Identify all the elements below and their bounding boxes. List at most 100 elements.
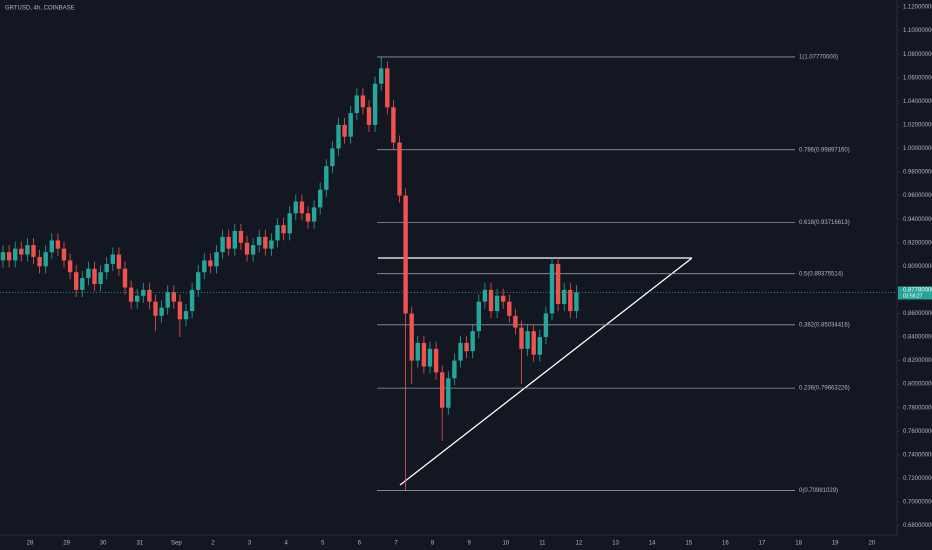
candle-body (177, 301, 183, 320)
candle-body (519, 327, 524, 349)
candle-body (257, 236, 262, 246)
candle-body (196, 272, 201, 290)
x-tick-label: 17 (759, 541, 766, 547)
x-tick-label: 19 (832, 541, 839, 547)
candle-body (543, 313, 549, 338)
candle-body (379, 68, 384, 84)
candle-body (183, 311, 189, 320)
candle-body (318, 189, 323, 208)
candle-body (6, 252, 12, 261)
x-tick-label: 2 (211, 541, 215, 547)
candle-body (31, 245, 36, 257)
candle-body (470, 331, 475, 352)
candle-body (360, 95, 366, 108)
candle-body (427, 348, 433, 367)
candle-body (440, 372, 445, 408)
x-tick-label: 12 (576, 541, 583, 547)
fib-label: 0.5(0.89375514) (799, 271, 843, 277)
x-tick-label: 15 (685, 541, 692, 547)
y-tick-label: 1.06000000 (903, 75, 932, 81)
y-tick-label: 0.78000000 (903, 405, 932, 411)
candle-body (305, 213, 311, 222)
y-tick-label: 0.74000000 (903, 452, 932, 458)
candle-body (104, 263, 109, 273)
candle-body (293, 201, 298, 214)
chart-title: GRTUSD, 4h, COINBASE (5, 6, 75, 12)
candle-body (507, 301, 512, 316)
candle-body (92, 268, 97, 284)
candle-body (263, 236, 268, 249)
candle-body (269, 240, 274, 249)
candle-body (80, 278, 85, 290)
x-tick-label: 13 (612, 541, 619, 547)
candle-body (98, 272, 103, 284)
candle-body (281, 225, 286, 234)
candle-body (25, 245, 30, 255)
x-tick-label: 18 (795, 541, 802, 547)
candle-body (122, 268, 128, 288)
candle-body (153, 301, 158, 316)
candle-body (244, 242, 250, 255)
candle-body (397, 142, 402, 196)
candle-body (13, 248, 18, 261)
y-tick-label: 1.08000000 (903, 52, 932, 58)
candle-body (458, 342, 463, 361)
candle-body (342, 124, 347, 137)
candle-body (549, 263, 555, 314)
y-tick-label: 0.96000000 (903, 193, 932, 199)
y-tick-label: 1.02000000 (903, 122, 932, 128)
x-tick-label: 16 (722, 541, 729, 547)
candle-body (488, 289, 494, 312)
candle-body (421, 342, 427, 367)
fib-label: 0.618(0.93716613) (799, 220, 850, 226)
candle-body (568, 289, 573, 312)
candle-body (348, 113, 353, 137)
candle-body (135, 295, 140, 302)
candle-body (61, 248, 67, 261)
candle-body (531, 331, 536, 355)
candle-body (67, 260, 73, 273)
y-tick-label: 1.12000000 (903, 5, 932, 11)
x-tick-label: 30 (100, 541, 107, 547)
candle-body (55, 240, 61, 249)
x-tick-label: Sep (171, 541, 182, 547)
candle-body (43, 252, 48, 267)
triangle-base (399, 257, 693, 486)
fib-label: 0.786(0.99897160) (799, 147, 850, 153)
candle-body (562, 289, 567, 305)
candle-body (372, 83, 378, 125)
candle-body (366, 107, 372, 125)
fib-label: 0.236(0.79663226) (799, 386, 850, 392)
y-tick-label: 0.84000000 (903, 335, 932, 341)
candle-body (324, 166, 329, 190)
candle-body (555, 263, 561, 305)
candle-body (86, 268, 91, 279)
candle-body (214, 252, 219, 267)
candle-body (452, 360, 457, 379)
candle-body (433, 348, 439, 373)
x-tick-label: 5 (321, 541, 325, 547)
y-tick-label: 0.72000000 (903, 476, 932, 482)
candle-body (482, 289, 488, 302)
y-tick-label: 0.76000000 (903, 429, 932, 435)
y-tick-label: 0.98000000 (903, 170, 932, 176)
y-tick-label: 0.90000000 (903, 264, 932, 270)
y-tick-label: 1.00000000 (903, 146, 932, 152)
candle-body (311, 207, 317, 222)
candle-body (415, 342, 420, 361)
countdown: 03:56:27 (903, 293, 923, 299)
y-tick-label: 1.10000000 (903, 28, 932, 34)
candle-body (74, 272, 79, 290)
candle-body (208, 260, 213, 267)
x-tick-label: 14 (649, 541, 656, 547)
candle-body (147, 289, 152, 302)
x-tick-label: 3 (248, 541, 252, 547)
candle-body (494, 295, 500, 312)
candle-body (403, 195, 408, 314)
candle-body (330, 148, 335, 167)
last-price-box (898, 286, 932, 300)
candle-body (250, 245, 256, 255)
candle-body (299, 201, 305, 214)
y-tick-label: 0.82000000 (903, 358, 932, 364)
